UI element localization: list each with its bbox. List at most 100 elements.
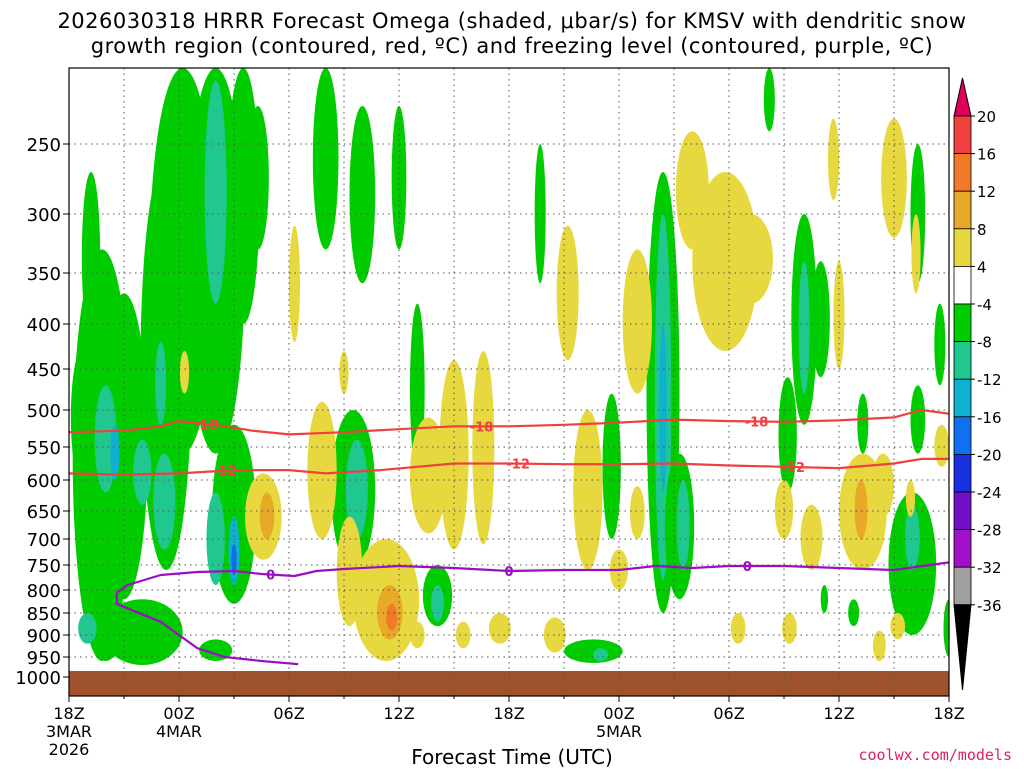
omega-blob bbox=[556, 225, 579, 360]
colorbar-label: 8 bbox=[977, 221, 987, 239]
omega-blob bbox=[153, 453, 176, 550]
colorbar-label: -16 bbox=[977, 409, 1002, 427]
omega-blob bbox=[872, 453, 894, 517]
colorbar-label: 20 bbox=[977, 108, 996, 126]
omega-blob bbox=[307, 401, 337, 539]
y-tick-label: 550 bbox=[27, 438, 61, 459]
colorbar-segment bbox=[953, 228, 972, 267]
omega-blob bbox=[905, 504, 920, 570]
colorbar-segment bbox=[953, 303, 972, 342]
y-axis: 2503003504004505005506006507007508008509… bbox=[15, 135, 69, 689]
omega-blob bbox=[828, 118, 839, 200]
omega-blob bbox=[730, 613, 746, 644]
y-tick-label: 850 bbox=[27, 604, 61, 625]
omega-blob bbox=[289, 225, 300, 342]
omega-blob bbox=[386, 603, 398, 631]
omega-blob bbox=[811, 261, 830, 378]
contour-line bbox=[116, 561, 949, 594]
colorbar-segment bbox=[953, 265, 972, 305]
omega-blob bbox=[798, 261, 810, 394]
omega-blob bbox=[872, 630, 886, 661]
omega-blob bbox=[630, 486, 645, 539]
y-tick-label: 450 bbox=[27, 360, 61, 381]
omega-shading bbox=[69, 68, 949, 696]
omega-blob bbox=[204, 80, 227, 304]
y-tick-label: 1000 bbox=[15, 668, 61, 689]
y-tick-label: 600 bbox=[27, 471, 61, 492]
omega-blob bbox=[455, 621, 471, 649]
omega-blob bbox=[848, 599, 860, 627]
x-tick-year: 2026 bbox=[49, 740, 90, 759]
omega-blob bbox=[133, 439, 152, 505]
x-tick-label: 18Z bbox=[933, 704, 964, 723]
x-tick-label: 00Z bbox=[163, 704, 194, 723]
omega-blob bbox=[439, 360, 469, 550]
contour-label: 0 bbox=[743, 560, 752, 575]
omega-blob bbox=[110, 424, 120, 480]
colorbar-segment bbox=[953, 190, 972, 230]
colorbar-label: -24 bbox=[977, 484, 1002, 502]
omega-blob bbox=[345, 439, 368, 539]
omega-blob bbox=[890, 613, 906, 640]
omega-blob bbox=[911, 214, 921, 294]
omega-blob bbox=[573, 410, 603, 570]
omega-blob bbox=[602, 393, 621, 539]
terrain bbox=[69, 671, 949, 696]
colorbar-segment bbox=[953, 529, 972, 568]
colorbar-label: -4 bbox=[977, 296, 992, 314]
omega-blob bbox=[246, 106, 269, 250]
contour-label: 0 bbox=[504, 565, 513, 580]
omega-blob bbox=[905, 480, 916, 517]
colorbar-label: 16 bbox=[977, 146, 996, 164]
omega-blob bbox=[259, 492, 275, 539]
x-tick-label: 06Z bbox=[713, 704, 744, 723]
omega-blob bbox=[820, 585, 828, 613]
omega-blob bbox=[91, 608, 121, 661]
colorbar-segment bbox=[953, 453, 972, 493]
colorbar: 20 16 12 8 4 -4 -8 -12 -16 -20 -24 -28 -32 -36 bbox=[953, 77, 1002, 691]
omega-blob bbox=[206, 492, 225, 585]
omega-blob bbox=[78, 613, 97, 644]
contour-line bbox=[69, 408, 949, 436]
x-tick-date: 3MAR bbox=[46, 722, 92, 741]
y-tick-label: 700 bbox=[27, 530, 61, 551]
chart-title-line2: growth region (contoured, red, ºC) and f… bbox=[90, 34, 934, 58]
colorbar-segment bbox=[953, 115, 972, 154]
contour-label: -12 bbox=[213, 465, 237, 480]
omega-blob bbox=[155, 214, 167, 360]
colorbar-label: -8 bbox=[977, 334, 992, 352]
contour-label: -18 bbox=[195, 418, 219, 433]
omega-blob bbox=[534, 144, 546, 284]
omega-blob bbox=[81, 172, 101, 342]
x-tick-label: 06Z bbox=[273, 704, 304, 723]
omega-blob bbox=[593, 648, 609, 661]
omega-blob bbox=[70, 342, 101, 493]
omega-blob bbox=[800, 504, 823, 570]
omega-blob bbox=[472, 351, 495, 545]
colorbar-label: -12 bbox=[977, 371, 1002, 389]
omega-blob bbox=[488, 613, 511, 644]
omega-blob bbox=[934, 424, 949, 467]
omega-blob bbox=[676, 480, 690, 570]
contour-label: -18 bbox=[745, 415, 769, 430]
colorbar-segment bbox=[953, 378, 972, 418]
y-tick-label: 350 bbox=[27, 264, 61, 285]
credit-text[interactable]: coolwx.com/models bbox=[858, 746, 1012, 764]
colorbar-label: 12 bbox=[977, 183, 996, 201]
x-tick-label: 12Z bbox=[383, 704, 414, 723]
omega-blob bbox=[659, 324, 667, 493]
contour-label: -12 bbox=[781, 461, 805, 476]
y-tick-label: 650 bbox=[27, 502, 61, 523]
omega-blob bbox=[857, 393, 869, 454]
contour-line bbox=[69, 457, 949, 476]
colorbar-segment bbox=[953, 416, 972, 455]
y-tick-label: 950 bbox=[27, 648, 61, 669]
y-tick-label: 250 bbox=[27, 135, 61, 156]
x-tick-label: 00Z bbox=[603, 704, 634, 723]
omega-blob bbox=[231, 544, 237, 575]
omega-blob bbox=[675, 131, 709, 250]
omega-blob bbox=[934, 303, 946, 386]
x-tick-label: 18Z bbox=[53, 704, 84, 723]
colorbar-top-arrow bbox=[953, 77, 972, 117]
y-tick-label: 900 bbox=[27, 626, 61, 647]
